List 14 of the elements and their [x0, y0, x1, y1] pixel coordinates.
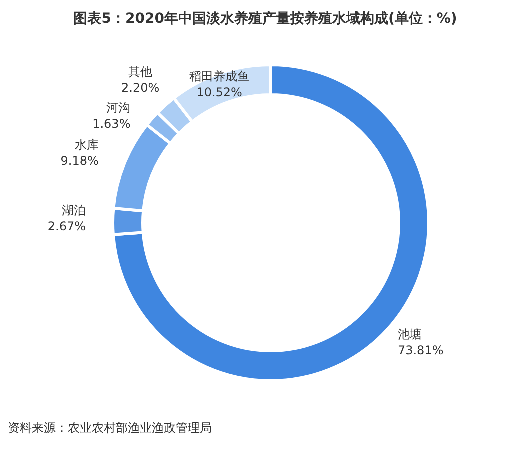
slice-label: 其他 [128, 64, 153, 79]
chart-title: 图表5：2020年中国淡水养殖产量按养殖水域构成(单位：%) [72, 10, 458, 28]
data-label: 9.18% [60, 154, 99, 168]
data-label: 73.81% [398, 343, 444, 358]
data-label: 10.52% [196, 86, 242, 100]
data-label: 1.63% [92, 116, 131, 131]
slice-label: 湖泊 [62, 203, 86, 218]
data-label: 2.67% [48, 219, 86, 234]
slice-label: 河沟 [106, 100, 131, 115]
slice-label: 池塘 [398, 327, 422, 342]
slice-label: 水库 [74, 138, 99, 152]
text: 资料来源：农业农村部渔业渔政管理局 [8, 420, 212, 437]
slice-label: 稻田养成鱼 [190, 70, 250, 84]
data-label: 2.20% [122, 80, 160, 95]
